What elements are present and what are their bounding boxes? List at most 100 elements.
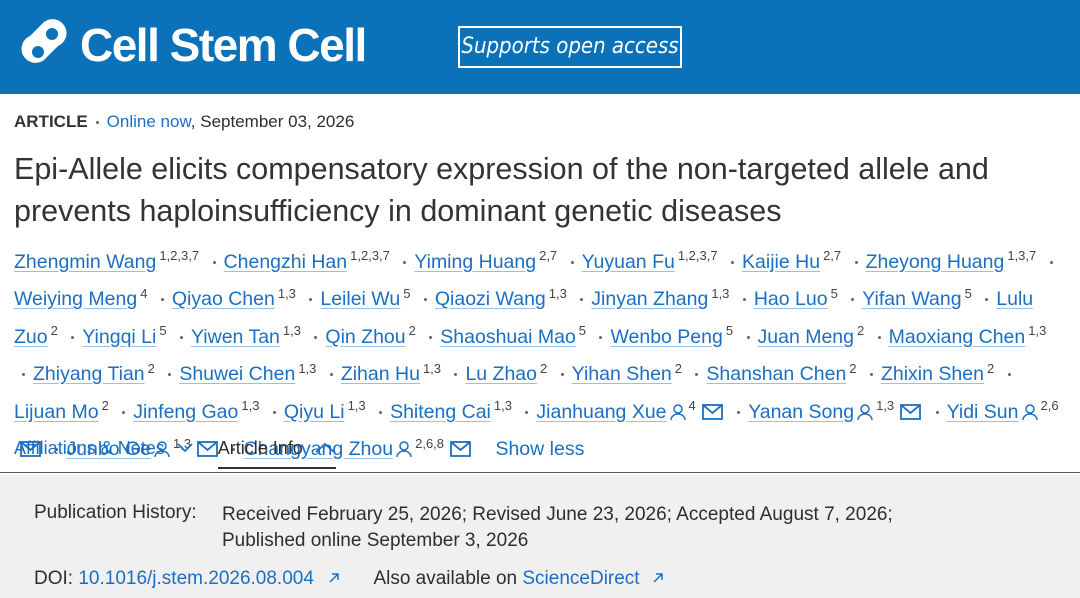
author-name[interactable]: Maoxiang Chen xyxy=(888,325,1026,348)
tab[interactable]: Affiliations & Notes xyxy=(14,438,194,469)
author-name[interactable]: Lu Zhao xyxy=(465,363,537,385)
affiliation: 1,3 xyxy=(347,398,366,413)
author-name[interactable]: Zheyong Huang xyxy=(865,250,1005,273)
affiliation: 1,3 xyxy=(277,285,296,301)
author-name[interactable]: Qiaozi Wang xyxy=(434,288,546,310)
author-name[interactable]: Yihan Shen xyxy=(571,363,672,385)
email-icon[interactable] xyxy=(197,440,219,458)
author-name[interactable]: Wenbo Peng xyxy=(610,325,723,348)
header: Cell Stem Cell Supports open access xyxy=(0,0,1080,94)
author-name[interactable]: Chengzhi Han xyxy=(223,250,348,273)
separator xyxy=(55,448,59,452)
author-name[interactable]: Yanan Song xyxy=(748,400,855,423)
author-name[interactable]: Yifan Wang xyxy=(862,288,962,310)
author-name[interactable]: Zhiyang Tian xyxy=(33,363,145,385)
author-name[interactable]: Zhixin Shen xyxy=(880,363,984,385)
doi-link[interactable]: 10.1016/j.stem.2026.08.004 xyxy=(78,568,314,589)
author-name[interactable]: Junbo Ge xyxy=(66,438,151,460)
author-name[interactable]: Yuyuan Fu xyxy=(581,250,675,273)
email-icon[interactable] xyxy=(20,440,42,458)
author-name[interactable]: Lulu Zuo xyxy=(14,288,1034,348)
author-name[interactable]: Leilei Wu xyxy=(320,288,401,310)
author-name[interactable]: Juan Meng xyxy=(757,325,854,348)
author-name[interactable]: Jinyan Zhang xyxy=(591,288,709,310)
affiliation: 1,3 xyxy=(422,360,442,376)
author: Qiyu Li 1,3 xyxy=(283,398,366,423)
status-link[interactable]: Online now xyxy=(106,112,191,131)
separator xyxy=(329,373,333,377)
author-name[interactable]: Qiyu Li xyxy=(283,400,345,423)
author-name[interactable]: Jianhuang Xue xyxy=(536,400,667,423)
author: Shanshan Chen 2 xyxy=(706,361,856,386)
author-name[interactable]: Kaijie Hu xyxy=(742,250,821,273)
separator xyxy=(877,335,881,339)
logo-icon xyxy=(21,19,67,63)
affiliation: 1,3 xyxy=(241,398,260,413)
author-name[interactable]: Shaoshuai Mao xyxy=(440,325,576,348)
affiliation: 2,6,8 xyxy=(415,435,445,451)
separator xyxy=(314,335,318,339)
author-name[interactable]: Hao Luo xyxy=(753,288,828,310)
author: Yidi Sun 2,6 xyxy=(14,398,1059,461)
author-name[interactable]: Qiyao Chen xyxy=(171,288,275,310)
email-icon[interactable] xyxy=(701,403,724,421)
journal-name[interactable]: Cell Stem Cell xyxy=(80,19,367,71)
author: Zheyong Huang 1,3,7 xyxy=(865,248,1037,273)
author-name[interactable]: Yidi Sun xyxy=(946,400,1019,423)
separator xyxy=(429,335,433,339)
separator xyxy=(985,298,989,302)
author-name[interactable]: Shiteng Cai xyxy=(390,400,491,423)
article-title: Epi-Allele elicits compensatory expressi… xyxy=(14,152,989,228)
author-name[interactable]: Zihan Hu xyxy=(340,363,420,385)
separator xyxy=(454,373,458,377)
author-name[interactable]: Jinfeng Gao xyxy=(133,400,239,423)
chevron-up xyxy=(315,442,335,453)
author: Maoxiang Chen 1,3 xyxy=(888,323,1047,348)
author-name[interactable]: Zhengmin Wang xyxy=(14,250,157,273)
author-name[interactable]: Lijuan Mo xyxy=(14,400,99,423)
affiliation: 2 xyxy=(147,360,155,376)
separator xyxy=(423,298,427,302)
article-meta: ARTICLE Online now, September 03, 2026 xyxy=(14,112,354,132)
affiliation: 1,3 xyxy=(493,398,512,413)
separator xyxy=(869,373,873,377)
show-less[interactable]: Show less xyxy=(495,438,585,460)
author-name[interactable]: Yingqi Li xyxy=(82,325,157,348)
affiliation: 4 xyxy=(140,285,148,301)
author-name[interactable]: Shanshan Chen xyxy=(706,363,847,385)
author-name[interactable]: Weiying Meng xyxy=(14,288,138,310)
tab-active[interactable]: Article Info xyxy=(217,438,336,469)
author: Yifan Wang 5 xyxy=(862,286,972,311)
author: Jinyan Zhang 1,3 xyxy=(591,286,729,311)
separator xyxy=(403,260,407,264)
author-name[interactable]: Yiwen Tan xyxy=(191,325,280,348)
author: Zhengmin Wang 1,2,3,7 xyxy=(14,248,200,273)
email-icon[interactable] xyxy=(450,440,472,458)
author: Yiwen Tan 1,3 xyxy=(191,323,301,348)
separator xyxy=(854,260,858,264)
affiliation: 1,2,3,7 xyxy=(677,248,718,263)
affiliation: 1,2,3,7 xyxy=(159,248,200,263)
author: Lijuan Mo 2 xyxy=(14,398,109,423)
author: Yingqi Li 5 xyxy=(82,323,167,348)
author: Yihan Shen 2 xyxy=(571,360,682,386)
author: Jinfeng Gao 1,3 xyxy=(133,398,260,423)
separator xyxy=(1049,260,1053,264)
external-icon xyxy=(653,573,663,583)
author: Zihan Hu 1,3 xyxy=(340,360,442,386)
author: Qin Zhou 2 xyxy=(325,323,415,348)
person-icon xyxy=(857,403,873,420)
affiliation: 5 xyxy=(830,285,838,301)
author-name[interactable]: Shuwei Chen xyxy=(179,363,296,385)
affiliation: 1,3 xyxy=(172,435,192,451)
sciencedirect-link[interactable]: ScienceDirect xyxy=(522,568,640,589)
affiliation: 5 xyxy=(159,323,167,338)
author: Yanan Song 1,3 xyxy=(748,398,922,423)
divider xyxy=(0,472,1080,473)
email-icon[interactable] xyxy=(900,403,922,421)
affiliation: 2 xyxy=(674,360,682,376)
open-access-badge: Supports open access xyxy=(458,26,682,68)
author-name[interactable]: Qin Zhou xyxy=(325,325,406,348)
separator xyxy=(168,373,172,377)
author-name[interactable]: Yiming Huang xyxy=(414,250,537,273)
